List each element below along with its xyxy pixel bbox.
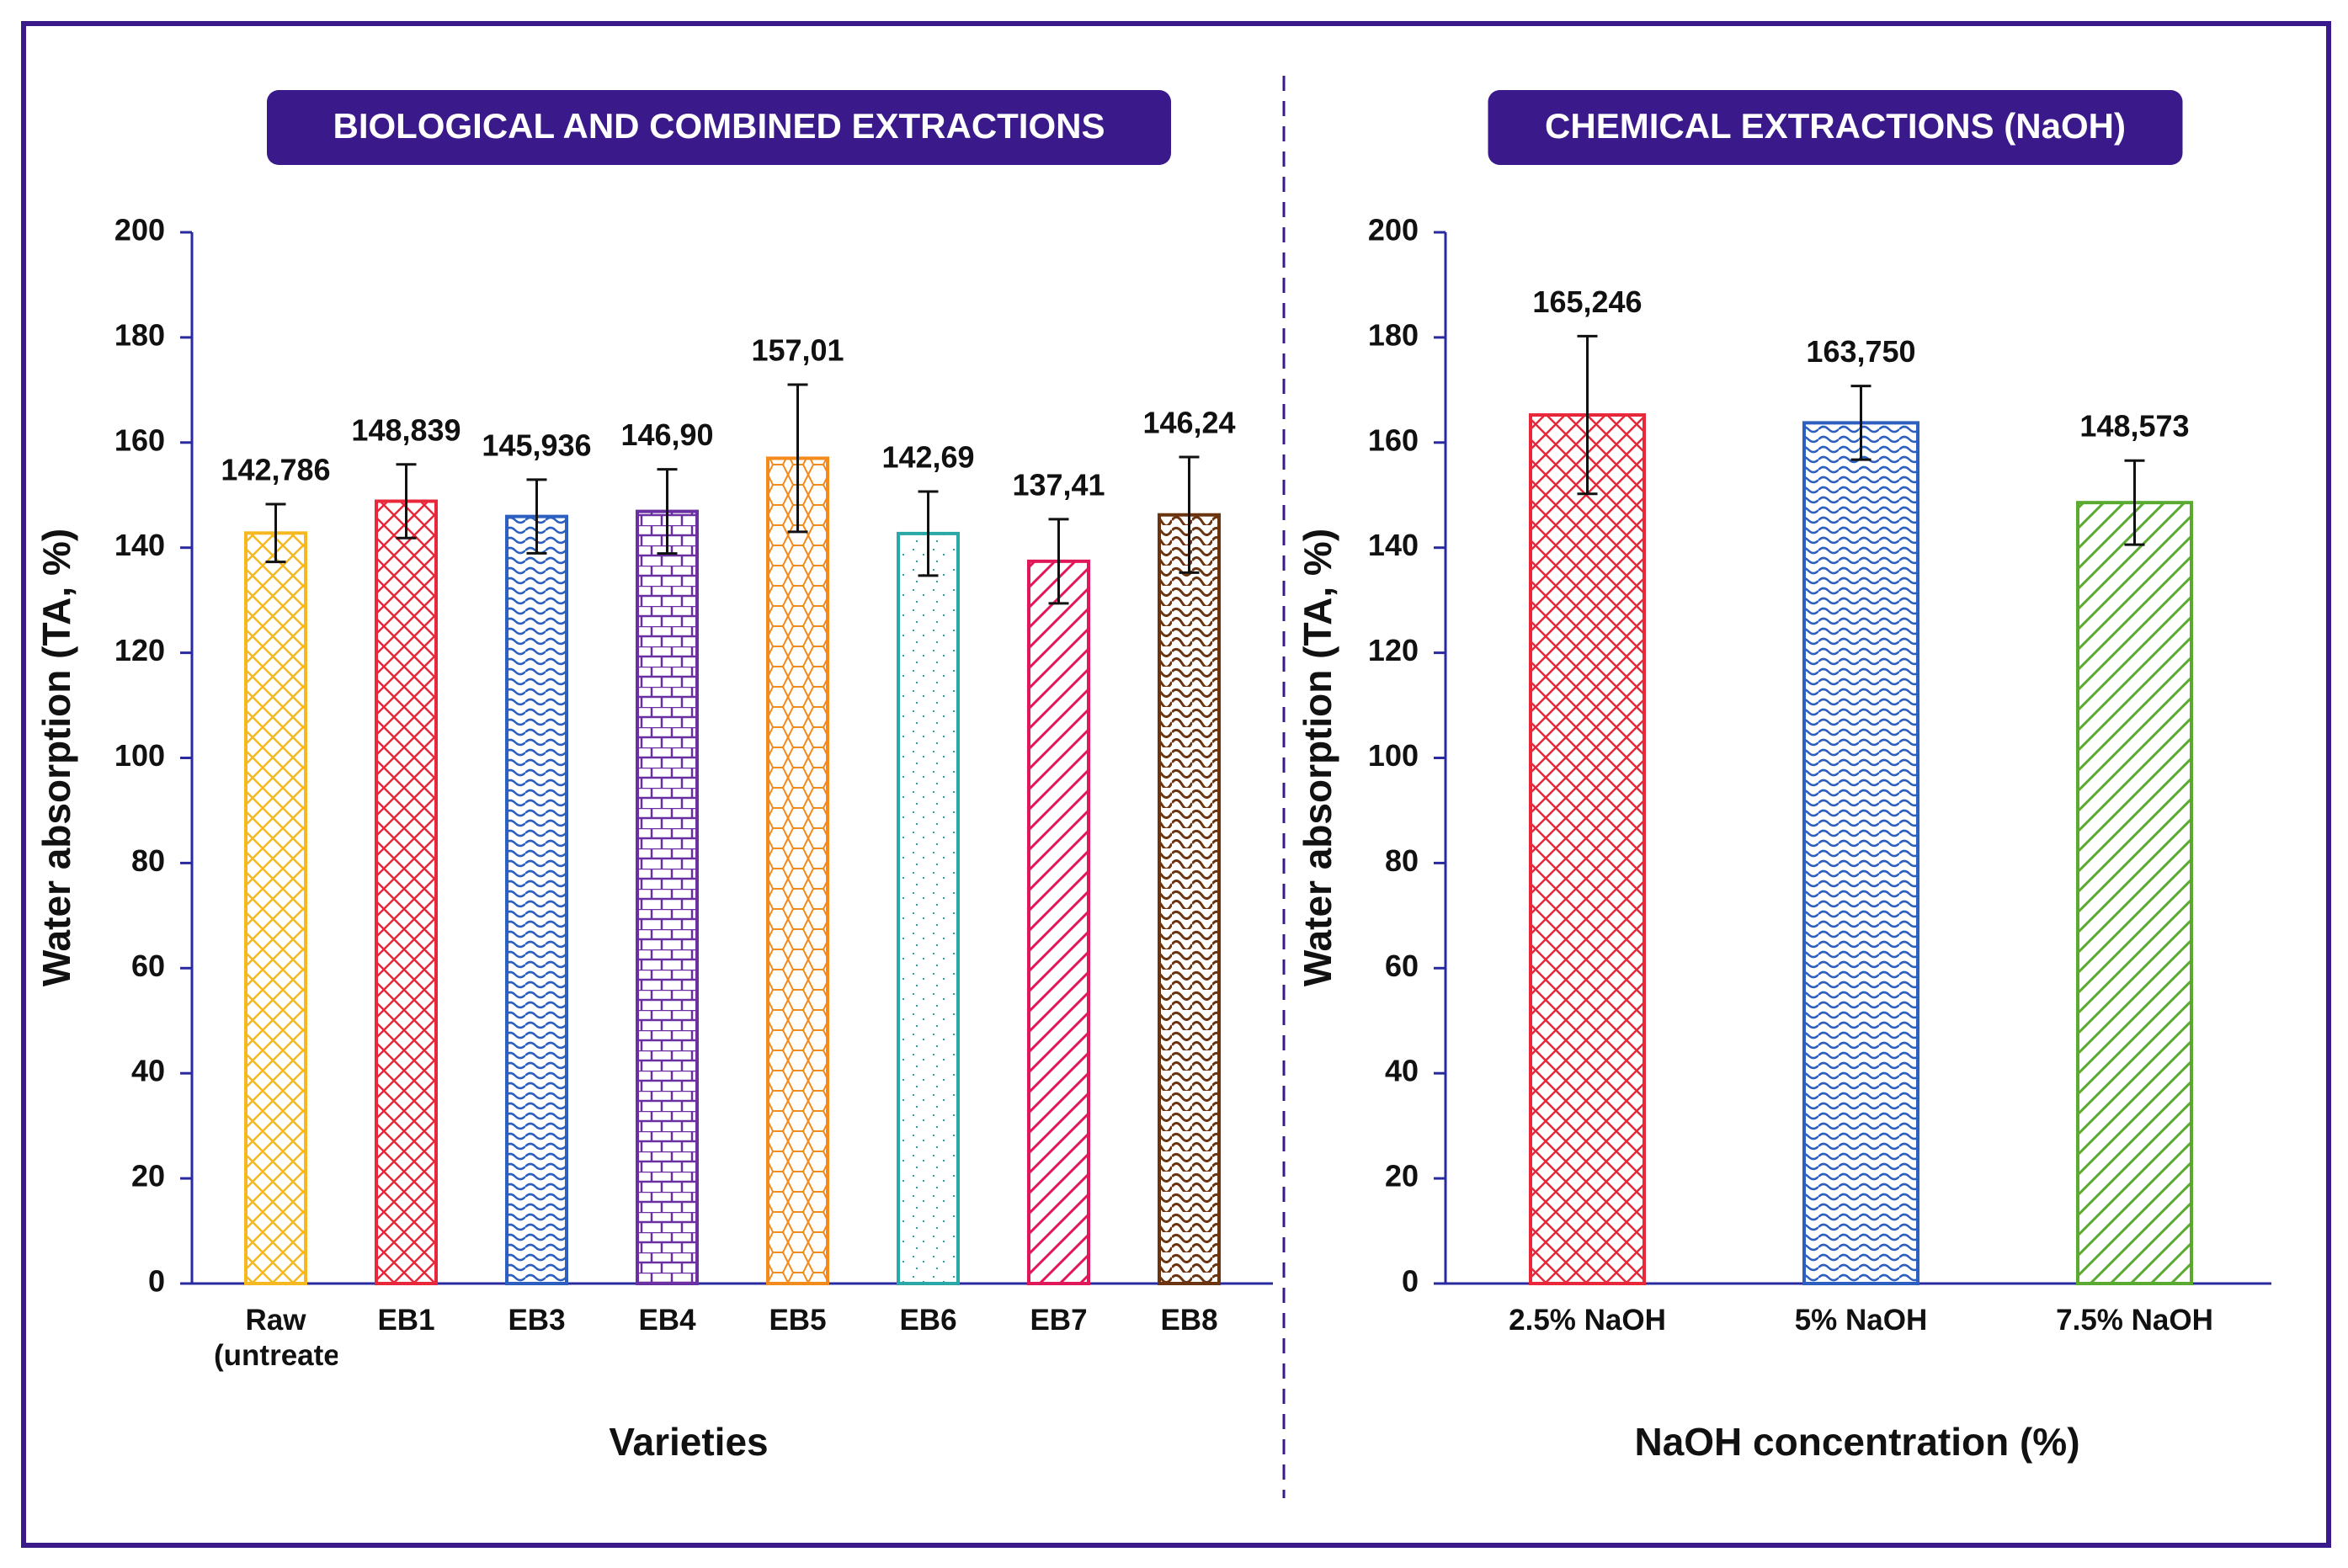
y-tick-label: 100 (1368, 738, 1419, 773)
y-tick-label: 160 (114, 423, 165, 457)
y-tick-label: 0 (1402, 1264, 1419, 1299)
y-axis-label: Water absorption (TA, %) (1296, 529, 1339, 986)
bar (1802, 421, 1919, 1286)
y-tick-label: 120 (1368, 633, 1419, 667)
x-tick-label: 2.5% NaOH (1509, 1304, 1666, 1337)
y-tick-label: 0 (148, 1264, 165, 1299)
data-label: 163,750 (1806, 334, 1915, 369)
x-axis-label: Varieties (609, 1420, 768, 1464)
y-tick-label: 40 (1385, 1054, 1419, 1088)
frame (21, 21, 2331, 1548)
x-tick-label: Raw (untreated) (214, 1304, 338, 1372)
y-tick-label: 80 (131, 843, 165, 878)
bar (1158, 513, 1221, 1285)
title-box (1488, 90, 2183, 165)
y-tick-label: 180 (114, 317, 165, 352)
y-tick-label: 20 (131, 1159, 165, 1193)
y-tick-label: 120 (114, 633, 165, 667)
x-tick-label: EB5 (769, 1304, 827, 1337)
data-label: 146,90 (620, 417, 713, 452)
x-tick-label-box: EB7 (1030, 1304, 1088, 1337)
y-tick-label: 60 (1385, 949, 1419, 983)
bar (897, 531, 960, 1285)
x-tick-label: EB1 (377, 1304, 435, 1337)
chart-title: BIOLOGICAL AND COMBINED EXTRACTIONS (333, 106, 1105, 146)
y-tick-label: 40 (131, 1054, 165, 1088)
data-label: 148,839 (351, 412, 461, 447)
x-tick-label-box: 7.5% NaOH (2056, 1304, 2213, 1337)
y-tick-label: 200 (114, 213, 165, 247)
bar (375, 499, 438, 1285)
bar (766, 456, 829, 1285)
x-tick-label: EB6 (899, 1304, 957, 1337)
data-label: 142,69 (881, 439, 974, 474)
bar (1027, 559, 1090, 1285)
data-label: 145,936 (482, 428, 591, 462)
data-label: 165,246 (1532, 284, 1642, 319)
bar (244, 531, 307, 1285)
chart-title: CHEMICAL EXTRACTIONS (NaOH) (1545, 106, 2126, 146)
x-tick-label-box: 5% NaOH (1794, 1304, 1928, 1337)
data-label: 146,24 (1142, 406, 1235, 440)
x-tick-label-box: EB3 (508, 1304, 566, 1337)
x-tick-label: EB3 (508, 1304, 566, 1337)
x-tick-label: EB8 (1160, 1304, 1218, 1337)
y-tick-label: 60 (131, 949, 165, 983)
x-tick-label: 7.5% NaOH (2056, 1304, 2213, 1337)
x-tick-label: 5% NaOH (1794, 1304, 1928, 1337)
x-tick-label-box: 2.5% NaOH (1509, 1304, 1666, 1337)
bar (636, 509, 699, 1285)
data-label: 142,786 (221, 452, 330, 486)
x-tick-label-box: EB1 (377, 1304, 435, 1337)
data-label: 148,573 (2079, 409, 2189, 444)
y-tick-label: 140 (1368, 528, 1419, 562)
bar (1529, 413, 1646, 1286)
x-tick-label-box: Raw (untreated) (214, 1304, 338, 1372)
bar (2076, 501, 2193, 1285)
y-tick-label: 100 (114, 738, 165, 773)
y-tick-label: 140 (114, 528, 165, 562)
y-tick-label: 80 (1385, 843, 1419, 878)
y-tick-label: 180 (1368, 317, 1419, 352)
data-label: 157,01 (751, 333, 844, 368)
y-tick-label: 20 (1385, 1159, 1419, 1193)
y-tick-label: 160 (1368, 423, 1419, 457)
x-axis-label: NaOH concentration (%) (1634, 1420, 2079, 1464)
data-label: 137,41 (1012, 467, 1105, 502)
x-tick-label-box: EB5 (769, 1304, 827, 1337)
y-axis-label: Water absorption (TA, %) (35, 529, 78, 986)
x-tick-label-box: EB4 (638, 1304, 696, 1337)
y-tick-label: 200 (1368, 213, 1419, 247)
bar (505, 514, 568, 1285)
x-tick-label-box: EB6 (899, 1304, 957, 1337)
x-tick-label: EB4 (638, 1304, 696, 1337)
x-tick-label-box: EB8 (1160, 1304, 1218, 1337)
x-tick-label: EB7 (1030, 1304, 1088, 1337)
title-box (267, 90, 1171, 165)
